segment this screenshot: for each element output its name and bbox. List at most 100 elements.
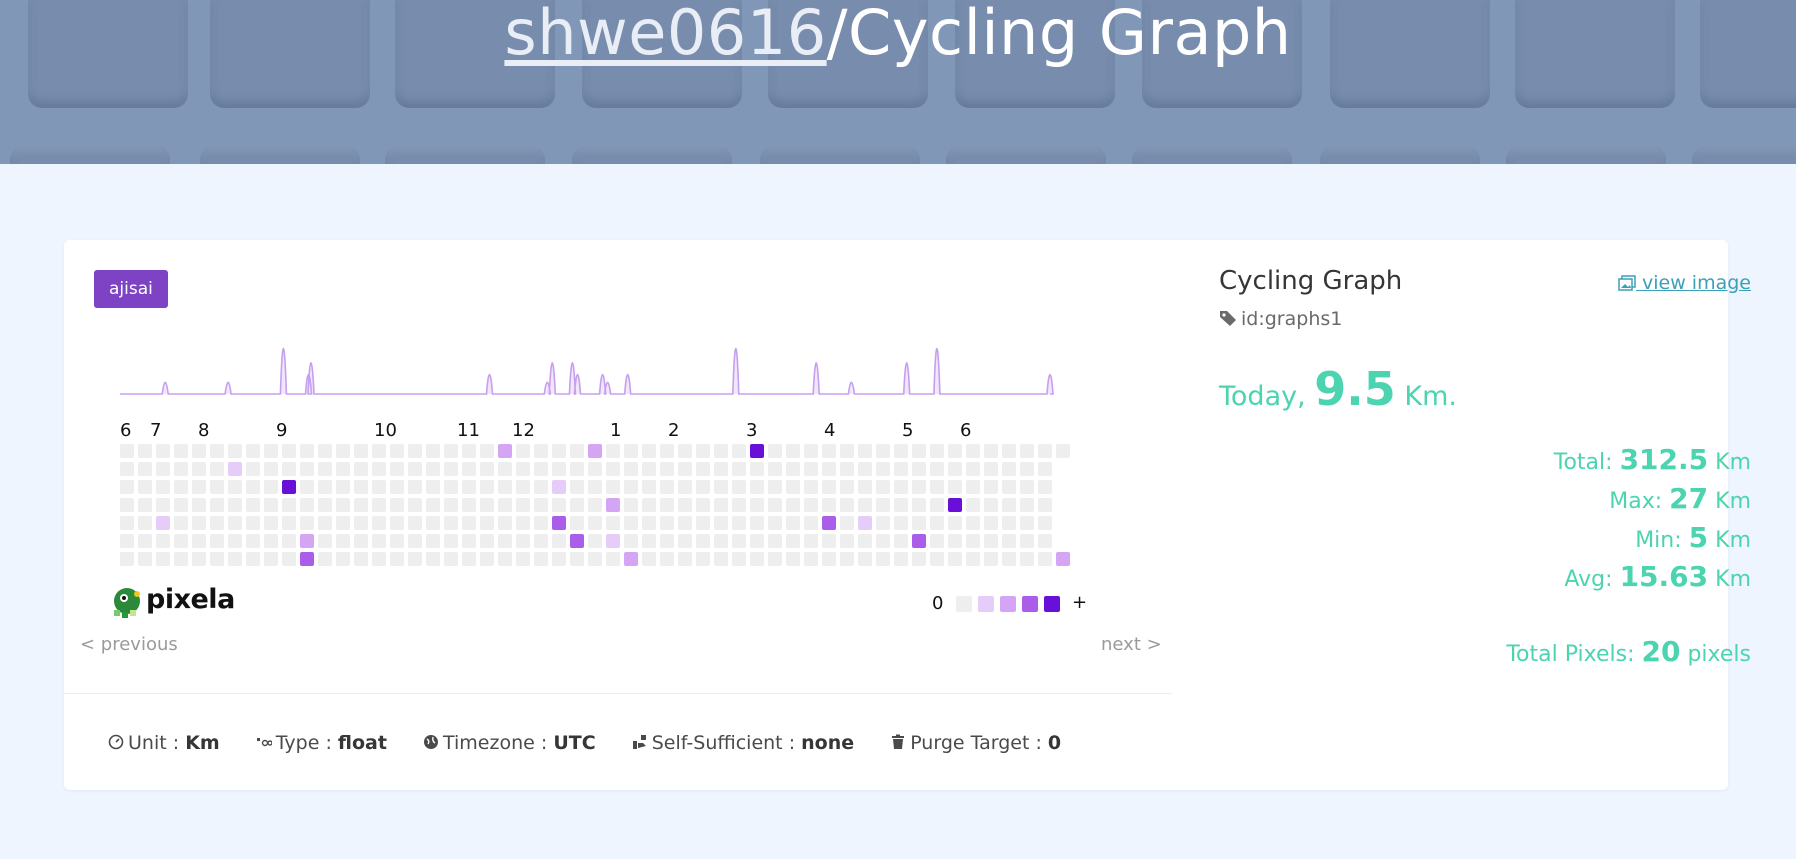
heatmap-cell[interactable] — [408, 480, 422, 494]
view-image-link[interactable]: view image — [1618, 272, 1751, 294]
heatmap-cell[interactable] — [372, 480, 386, 494]
heatmap-cell[interactable] — [192, 480, 206, 494]
heatmap-cell[interactable] — [858, 552, 872, 566]
heatmap-cell[interactable] — [876, 498, 890, 512]
heatmap-cell[interactable] — [840, 534, 854, 548]
heatmap-cell[interactable] — [426, 444, 440, 458]
heatmap-cell[interactable] — [732, 444, 746, 458]
heatmap-cell[interactable] — [156, 516, 170, 530]
heatmap-cell[interactable] — [606, 534, 620, 548]
heatmap-cell[interactable] — [804, 462, 818, 476]
heatmap-cell[interactable] — [444, 534, 458, 548]
heatmap-cell[interactable] — [174, 462, 188, 476]
heatmap-cell[interactable] — [750, 552, 764, 566]
heatmap-cell[interactable] — [552, 462, 566, 476]
heatmap-cell[interactable] — [930, 534, 944, 548]
heatmap-cell[interactable] — [426, 480, 440, 494]
heatmap-cell[interactable] — [228, 444, 242, 458]
heatmap-cell[interactable] — [606, 516, 620, 530]
heatmap-cell[interactable] — [372, 444, 386, 458]
heatmap-cell[interactable] — [210, 444, 224, 458]
heatmap-cell[interactable] — [336, 498, 350, 512]
heatmap-cell[interactable] — [318, 462, 332, 476]
heatmap-cell[interactable] — [624, 444, 638, 458]
heatmap-cell[interactable] — [966, 462, 980, 476]
heatmap-cell[interactable] — [786, 498, 800, 512]
heatmap-cell[interactable] — [624, 552, 638, 566]
heatmap-cell[interactable] — [516, 534, 530, 548]
heatmap-cell[interactable] — [822, 462, 836, 476]
heatmap-cell[interactable] — [300, 498, 314, 512]
heatmap-cell[interactable] — [138, 480, 152, 494]
heatmap-cell[interactable] — [750, 444, 764, 458]
heatmap-cell[interactable] — [786, 480, 800, 494]
heatmap-cell[interactable] — [804, 444, 818, 458]
heatmap-cell[interactable] — [1020, 480, 1034, 494]
heatmap-cell[interactable] — [282, 462, 296, 476]
heatmap-cell[interactable] — [174, 534, 188, 548]
heatmap-cell[interactable] — [408, 534, 422, 548]
heatmap-cell[interactable] — [318, 552, 332, 566]
heatmap-cell[interactable] — [390, 534, 404, 548]
heatmap-cell[interactable] — [768, 498, 782, 512]
heatmap-cell[interactable] — [390, 552, 404, 566]
heatmap-cell[interactable] — [570, 444, 584, 458]
heatmap-cell[interactable] — [984, 516, 998, 530]
heatmap-cell[interactable] — [318, 444, 332, 458]
heatmap-cell[interactable] — [462, 462, 476, 476]
heatmap-cell[interactable] — [984, 444, 998, 458]
heatmap-cell[interactable] — [282, 444, 296, 458]
heatmap-cell[interactable] — [426, 462, 440, 476]
heatmap-cell[interactable] — [552, 480, 566, 494]
heatmap-cell[interactable] — [246, 498, 260, 512]
heatmap-cell[interactable] — [858, 480, 872, 494]
heatmap-cell[interactable] — [624, 498, 638, 512]
heatmap-cell[interactable] — [408, 516, 422, 530]
heatmap-cell[interactable] — [696, 480, 710, 494]
heatmap-cell[interactable] — [606, 462, 620, 476]
heatmap-cell[interactable] — [750, 498, 764, 512]
heatmap-cell[interactable] — [138, 534, 152, 548]
heatmap-cell[interactable] — [264, 462, 278, 476]
heatmap-cell[interactable] — [534, 462, 548, 476]
heatmap-cell[interactable] — [660, 516, 674, 530]
heatmap-cell[interactable] — [228, 480, 242, 494]
heatmap-cell[interactable] — [462, 534, 476, 548]
heatmap-cell[interactable] — [426, 552, 440, 566]
heatmap-cell[interactable] — [1038, 444, 1052, 458]
heatmap-cell[interactable] — [516, 444, 530, 458]
heatmap-cell[interactable] — [696, 444, 710, 458]
heatmap-cell[interactable] — [210, 462, 224, 476]
heatmap-cell[interactable] — [588, 552, 602, 566]
heatmap-cell[interactable] — [858, 516, 872, 530]
heatmap-cell[interactable] — [120, 462, 134, 476]
heatmap-cell[interactable] — [192, 498, 206, 512]
heatmap-cell[interactable] — [714, 552, 728, 566]
heatmap-cell[interactable] — [822, 534, 836, 548]
heatmap-cell[interactable] — [696, 516, 710, 530]
heatmap-cell[interactable] — [174, 444, 188, 458]
heatmap-cell[interactable] — [768, 480, 782, 494]
heatmap-cell[interactable] — [696, 462, 710, 476]
heatmap-cell[interactable] — [300, 552, 314, 566]
heatmap-cell[interactable] — [948, 516, 962, 530]
heatmap-cell[interactable] — [732, 534, 746, 548]
heatmap-cell[interactable] — [570, 462, 584, 476]
heatmap-cell[interactable] — [876, 516, 890, 530]
heatmap-cell[interactable] — [552, 552, 566, 566]
heatmap-cell[interactable] — [462, 444, 476, 458]
heatmap-cell[interactable] — [534, 444, 548, 458]
heatmap-cell[interactable] — [786, 534, 800, 548]
heatmap-cell[interactable] — [1002, 516, 1016, 530]
heatmap-cell[interactable] — [1020, 534, 1034, 548]
heatmap-cell[interactable] — [552, 516, 566, 530]
heatmap-cell[interactable] — [912, 552, 926, 566]
heatmap-cell[interactable] — [246, 534, 260, 548]
heatmap-cell[interactable] — [660, 534, 674, 548]
heatmap-cell[interactable] — [678, 462, 692, 476]
heatmap-cell[interactable] — [444, 480, 458, 494]
heatmap-cell[interactable] — [336, 462, 350, 476]
heatmap-cell[interactable] — [336, 516, 350, 530]
heatmap-cell[interactable] — [732, 480, 746, 494]
heatmap-cell[interactable] — [804, 516, 818, 530]
